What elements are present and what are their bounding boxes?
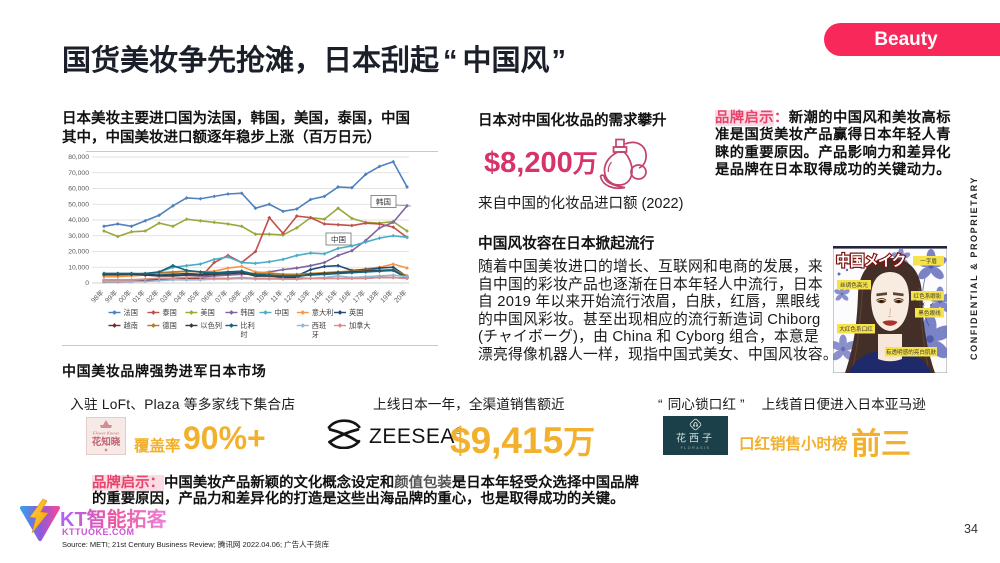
svg-text:意大利: 意大利 [312, 308, 334, 317]
svg-text:10,000: 10,000 [68, 264, 89, 271]
svg-text:牙: 牙 [312, 330, 319, 339]
svg-text:20,000: 20,000 [68, 249, 89, 256]
svg-text:13年: 13年 [295, 288, 312, 305]
svg-text:01年: 01年 [130, 288, 147, 305]
svg-text:06年: 06年 [199, 288, 216, 305]
svg-text:FLORASIS: FLORASIS [681, 446, 711, 450]
svg-text:花西子: 花西子 [676, 432, 715, 445]
svg-text:20年: 20年 [392, 288, 409, 305]
svg-text:17年: 17年 [351, 288, 368, 305]
svg-text:中国: 中国 [331, 234, 346, 244]
svg-text:加拿大: 加拿大 [349, 321, 371, 330]
svg-text:00年: 00年 [116, 288, 133, 305]
svg-text:越南: 越南 [124, 321, 138, 330]
svg-text:时: 时 [240, 330, 247, 339]
svg-text:11年: 11年 [268, 288, 284, 304]
svg-text:花知晓: 花知晓 [92, 436, 121, 448]
svg-text:99年: 99年 [103, 288, 120, 305]
svg-text:大红色系口红: 大红色系口红 [839, 325, 873, 333]
svg-text:50,000: 50,000 [68, 201, 89, 208]
svg-text:美国: 美国 [200, 308, 214, 317]
svg-text:黑色眼线: 黑色眼线 [918, 309, 941, 317]
svg-text:04年: 04年 [171, 288, 188, 305]
svg-text:14年: 14年 [309, 288, 326, 305]
svg-text:05年: 05年 [185, 288, 202, 305]
svg-text:19年: 19年 [378, 288, 395, 305]
svg-text:98年: 98年 [89, 288, 106, 305]
svg-text:法国: 法国 [124, 308, 138, 317]
svg-text:30,000: 30,000 [68, 233, 89, 240]
svg-text:16年: 16年 [337, 288, 354, 305]
svg-text:中国メイク: 中国メイク [836, 252, 906, 270]
svg-text:韩国: 韩国 [240, 308, 254, 317]
svg-text:0: 0 [85, 280, 89, 287]
svg-text:09年: 09年 [240, 288, 257, 305]
svg-text:泰国: 泰国 [162, 308, 176, 317]
svg-text:✓: ✓ [929, 302, 935, 309]
svg-text:有透明感的亮白肌肤: 有透明感的亮白肌肤 [886, 348, 937, 356]
svg-text:韩国: 韩国 [376, 197, 391, 207]
svg-text:07年: 07年 [213, 288, 230, 305]
svg-text:比利: 比利 [240, 321, 254, 330]
svg-text:18年: 18年 [364, 288, 381, 305]
svg-text:一字眉: 一字眉 [920, 257, 937, 265]
svg-text:以色列: 以色列 [200, 321, 222, 330]
svg-text:12年: 12年 [282, 288, 299, 305]
svg-text:70,000: 70,000 [68, 170, 89, 177]
svg-text:15年: 15年 [323, 288, 340, 305]
svg-text:德国: 德国 [162, 321, 176, 330]
svg-text:80,000: 80,000 [68, 154, 89, 161]
svg-text:中国: 中国 [275, 308, 289, 317]
svg-text:10年: 10年 [254, 288, 271, 305]
svg-text:08年: 08年 [227, 288, 244, 305]
svg-text:40,000: 40,000 [68, 217, 89, 224]
svg-text:02年: 02年 [144, 288, 161, 305]
svg-text:西班: 西班 [312, 321, 326, 330]
svg-text:60,000: 60,000 [68, 186, 89, 193]
svg-text:×: × [921, 302, 925, 309]
svg-text:英国: 英国 [349, 308, 363, 317]
svg-text:红色系眼影: 红色系眼影 [914, 292, 942, 300]
svg-text:03年: 03年 [158, 288, 175, 305]
svg-text:丝绸色高光: 丝绸色高光 [840, 281, 868, 289]
svg-text:Flower Knows: Flower Knows [92, 431, 120, 436]
